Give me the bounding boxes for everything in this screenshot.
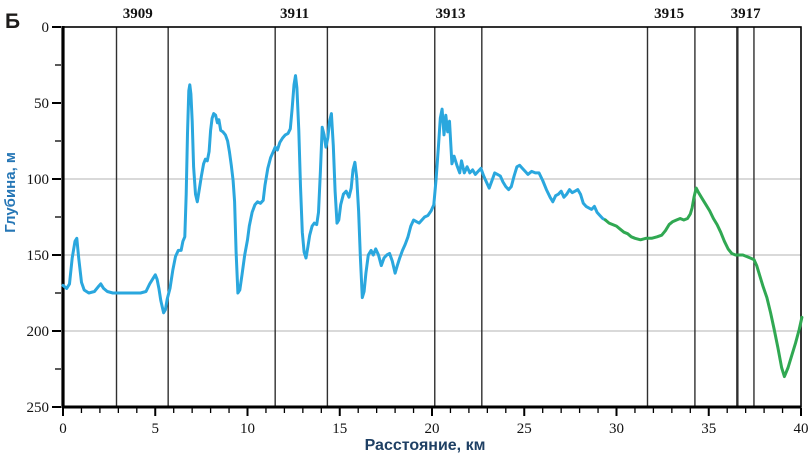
station-labels: 3909 3911 3913 3915 3917: [123, 6, 761, 22]
y-tick-label: 0: [42, 20, 50, 36]
y-tick-label: 100: [27, 172, 50, 188]
station-label: 3917: [731, 6, 762, 22]
x-tick-label: 5: [152, 421, 160, 437]
depth-gridlines: [63, 178, 801, 332]
y-axis-title: Глубина, м: [2, 152, 19, 233]
y-tick-label: 50: [34, 96, 49, 112]
x-tick-labels: 0 5 10 15 20 25 30 35 40: [59, 421, 808, 437]
x-axis-ticks: [62, 408, 802, 416]
y-axis-ticks: [52, 26, 61, 408]
station-label: 3915: [654, 6, 684, 22]
x-tick-label: 15: [332, 421, 347, 437]
station-label: 3909: [123, 6, 153, 22]
plot-frame: [61, 26, 802, 409]
y-tick-label: 200: [27, 324, 50, 340]
station-label: 3911: [280, 6, 309, 22]
profile-line-segment-1-blue: [61, 74, 607, 315]
x-axis-title: Расстояние, км: [364, 437, 486, 454]
x-tick-label: 40: [794, 421, 809, 437]
x-tick-label: 25: [517, 421, 532, 437]
x-tick-label: 20: [425, 421, 440, 437]
station-label: 3913: [435, 6, 465, 22]
y-tick-labels: 0 50 100 150 200 250: [27, 20, 50, 416]
x-tick-label: 0: [59, 421, 67, 437]
y-tick-label: 150: [27, 248, 50, 264]
profile-line-segment-2-green: [603, 186, 804, 379]
y-tick-label: 250: [27, 400, 50, 416]
x-tick-label: 35: [701, 421, 716, 437]
panel-label: Б: [5, 10, 21, 33]
station-boundary-lines: [115, 27, 755, 407]
x-tick-label: 30: [609, 421, 624, 437]
x-tick-label: 10: [240, 421, 255, 437]
